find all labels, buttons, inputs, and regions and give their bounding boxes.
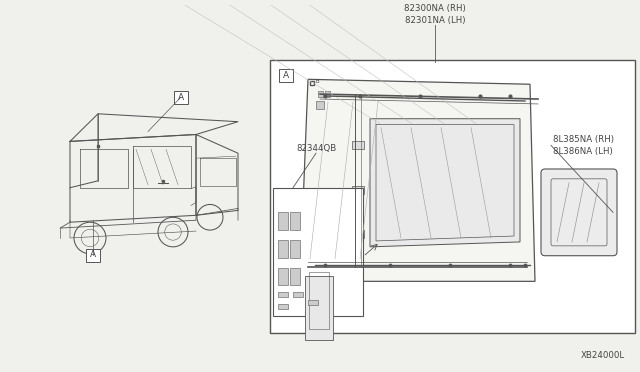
Bar [278, 292, 288, 297]
Text: 82344QB: 82344QB [296, 144, 336, 153]
Bar [325, 91, 330, 97]
Bar [352, 230, 364, 238]
FancyBboxPatch shape [541, 169, 617, 256]
Polygon shape [370, 119, 520, 247]
Bar [86, 249, 100, 262]
Bar [309, 272, 329, 328]
Bar [308, 300, 318, 305]
Bar [278, 212, 288, 230]
Text: A: A [90, 250, 96, 259]
Bar [270, 60, 635, 333]
Bar [273, 188, 363, 316]
Bar [305, 276, 333, 340]
Bar [293, 292, 303, 297]
Bar [278, 240, 288, 258]
Text: B: B [315, 79, 319, 84]
Bar [290, 212, 300, 230]
Bar [278, 304, 288, 309]
Bar [352, 141, 364, 149]
Text: XB24000L: XB24000L [581, 351, 625, 360]
Bar [290, 240, 300, 258]
Text: 82300NA (RH)
82301NA (LH): 82300NA (RH) 82301NA (LH) [404, 4, 466, 25]
Bar [278, 267, 288, 285]
Bar [174, 91, 188, 104]
Bar [352, 186, 364, 194]
Polygon shape [300, 79, 535, 281]
Bar [290, 267, 300, 285]
Text: 8L385NA (RH)
8L386NA (LH): 8L385NA (RH) 8L386NA (LH) [553, 135, 614, 156]
Bar [279, 70, 293, 82]
Text: A: A [178, 93, 184, 102]
Bar [316, 101, 324, 109]
Bar [318, 91, 323, 97]
Text: A: A [283, 71, 289, 80]
